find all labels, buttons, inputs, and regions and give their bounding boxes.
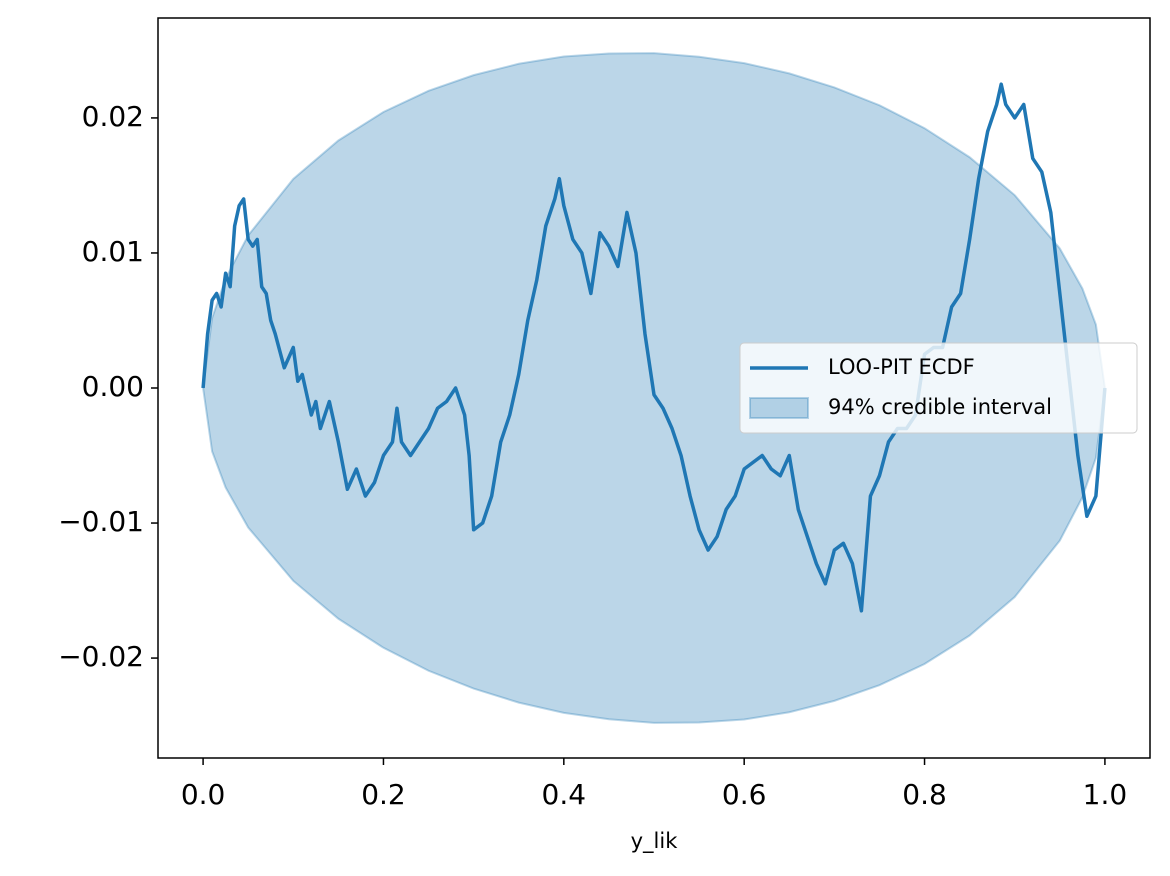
legend-label: 94% credible interval bbox=[828, 395, 1052, 419]
legend-label: LOO-PIT ECDF bbox=[828, 355, 975, 379]
x-tick-label: 0.0 bbox=[181, 778, 226, 811]
legend-swatch bbox=[749, 397, 809, 419]
y-tick-label: 0.01 bbox=[82, 235, 144, 268]
legend-box bbox=[739, 342, 1138, 434]
x-tick-label: 0.2 bbox=[361, 778, 406, 811]
y-tick-label: −0.01 bbox=[58, 505, 144, 538]
x-tick-label: 0.4 bbox=[542, 778, 587, 811]
legend: LOO-PIT ECDF 94% credible interval bbox=[739, 342, 1138, 434]
y-tick-label: 0.02 bbox=[82, 100, 144, 133]
x-tick-label: 1.0 bbox=[1083, 778, 1128, 811]
x-tick-label: 0.6 bbox=[722, 778, 767, 811]
x-axis-label: y_lik bbox=[631, 829, 679, 854]
x-tick-label: 0.8 bbox=[902, 778, 947, 811]
y-tick-label: 0.00 bbox=[82, 370, 144, 403]
y-tick-label: −0.02 bbox=[58, 640, 144, 673]
